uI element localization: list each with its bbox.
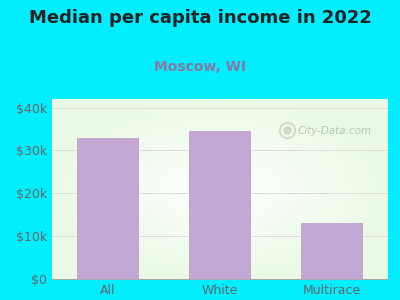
Bar: [189, 131, 251, 279]
Bar: [77, 138, 139, 279]
Text: City-Data.com: City-Data.com: [297, 126, 372, 136]
Bar: [301, 223, 363, 279]
Text: Median per capita income in 2022: Median per capita income in 2022: [28, 9, 372, 27]
Text: Moscow, WI: Moscow, WI: [154, 60, 246, 74]
